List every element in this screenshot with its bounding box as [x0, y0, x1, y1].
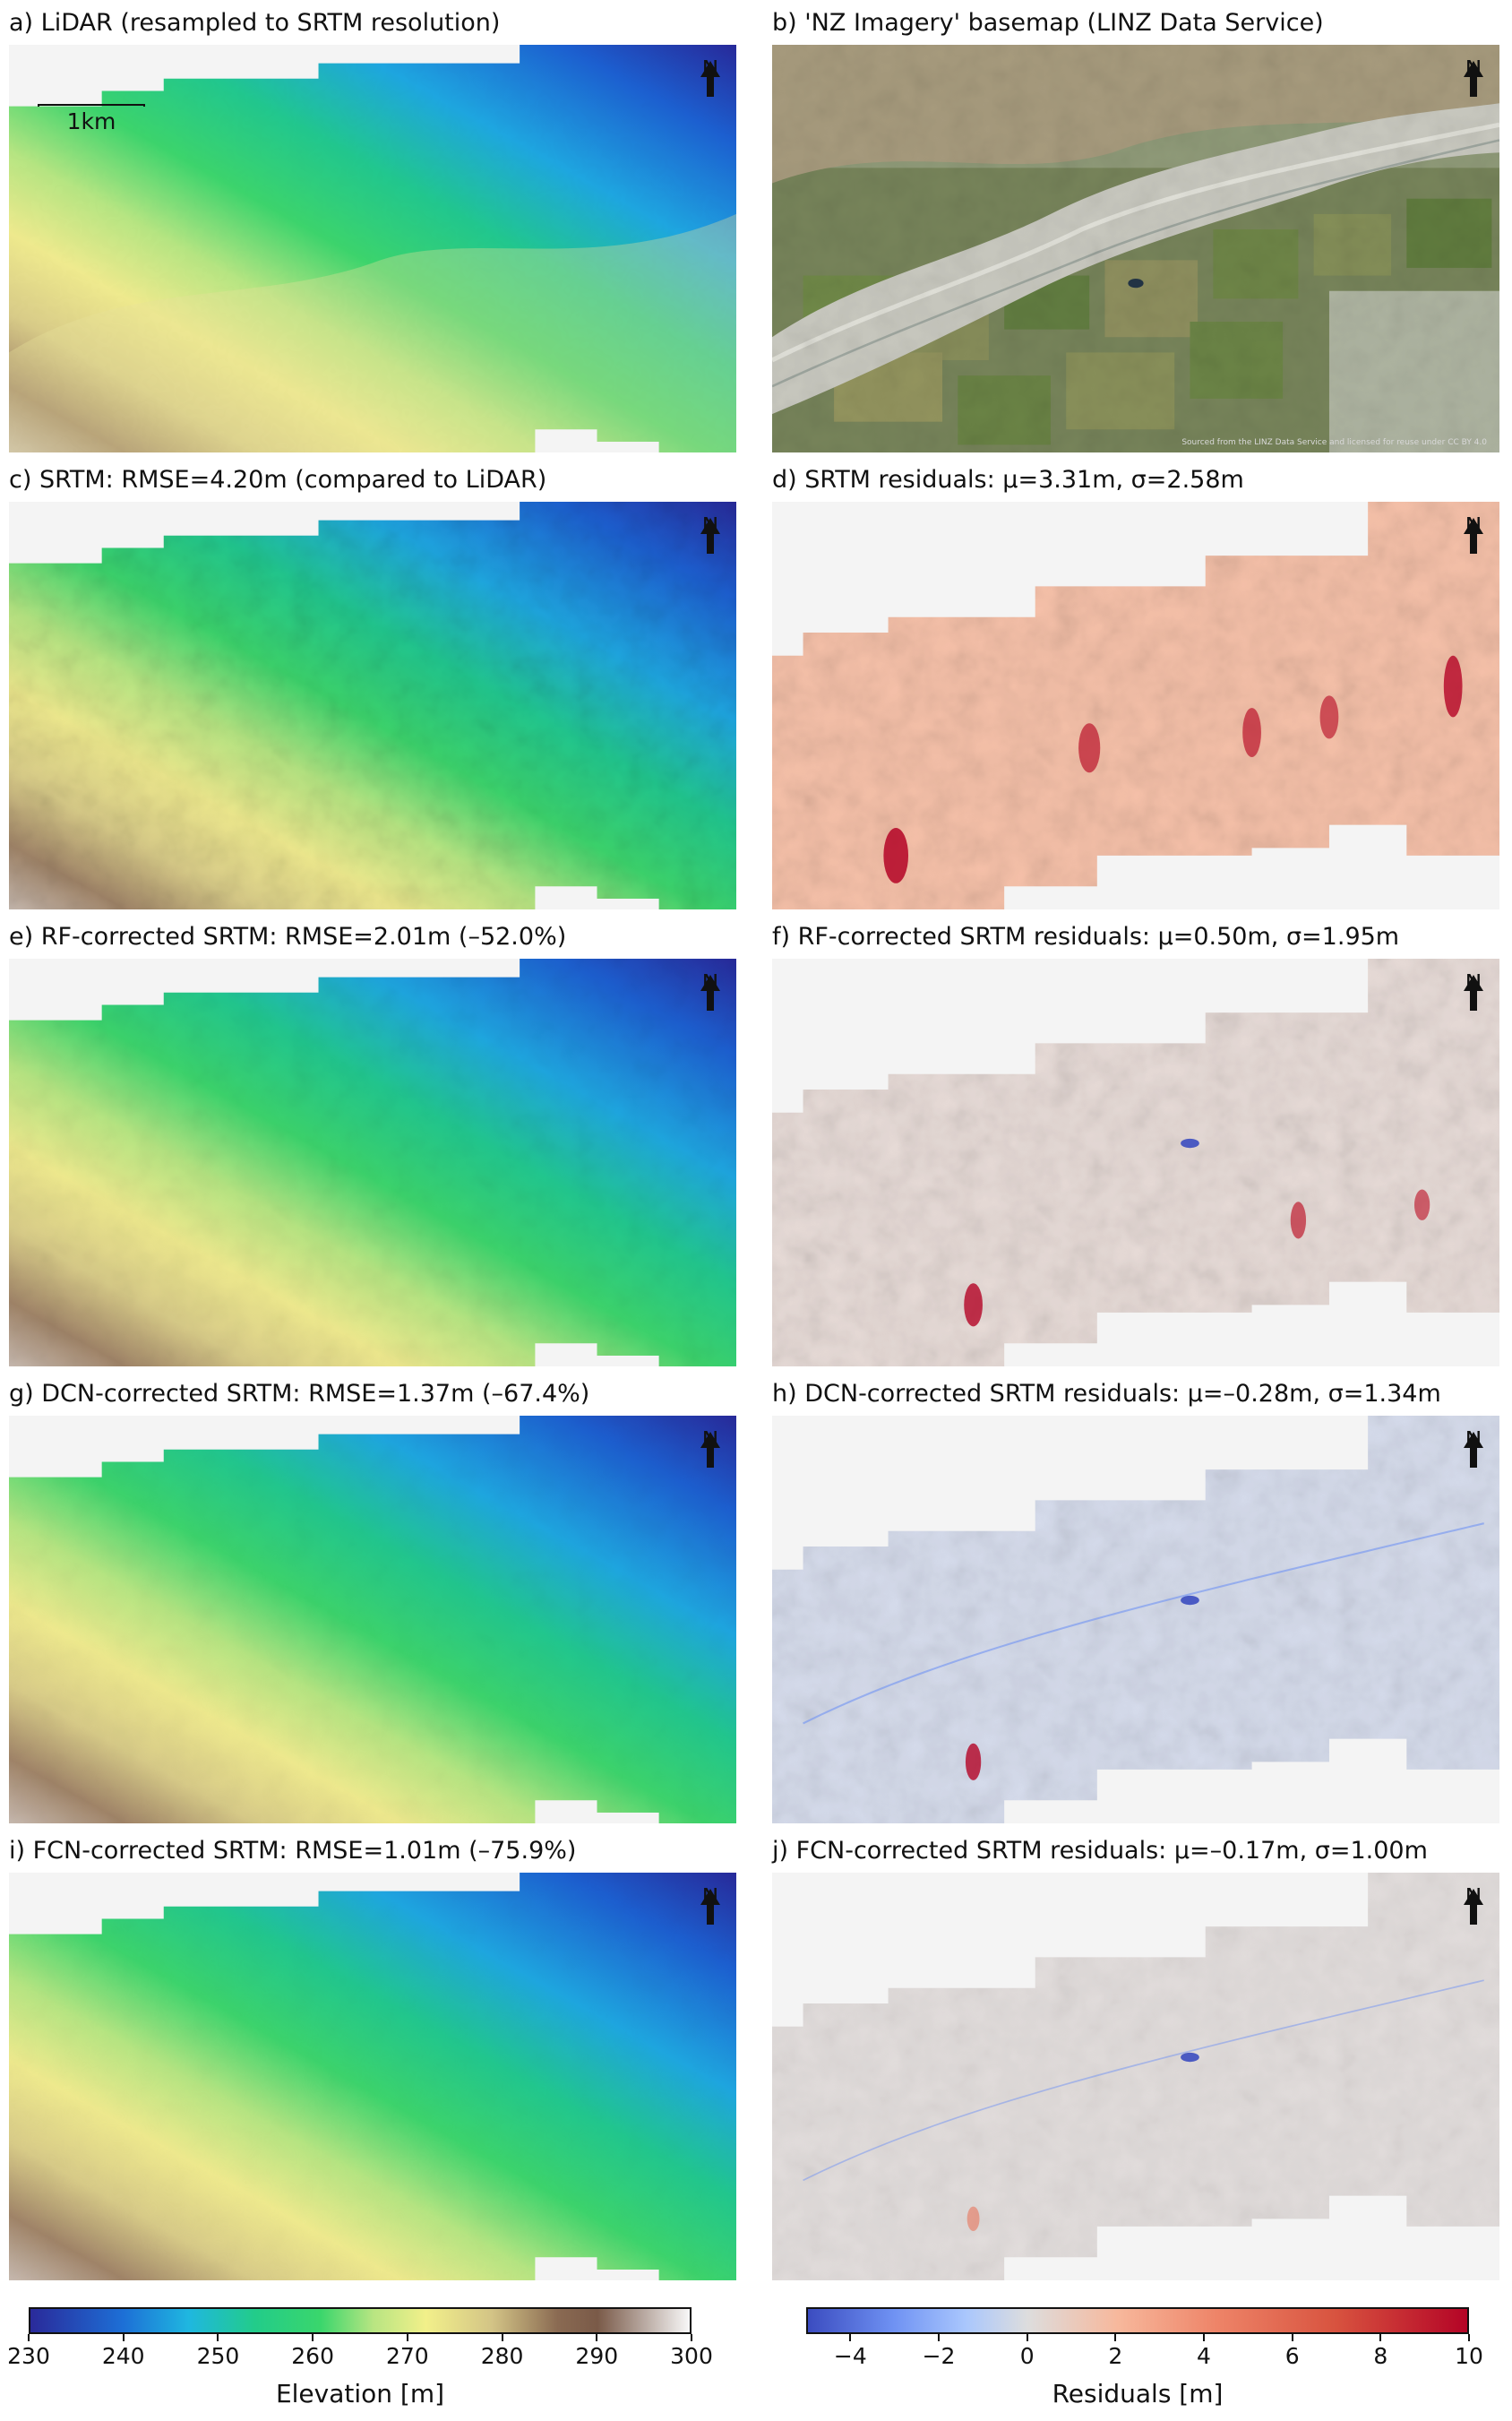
map-panel-j: N: [772, 1873, 1499, 2280]
elevation-tick-label: 240: [101, 2343, 145, 2369]
elevation-tick-label: 250: [196, 2343, 240, 2369]
residuals-tick-mark: [1468, 2334, 1470, 2341]
elevation-tick-label: 280: [480, 2343, 524, 2369]
residuals-tick-mark: [849, 2334, 852, 2341]
north-arrow: N: [1460, 514, 1487, 579]
north-arrow: N: [697, 1428, 724, 1493]
imagery-basemap: [772, 45, 1499, 452]
elevation-map: [9, 45, 736, 452]
residual-map: [772, 959, 1499, 1366]
panel-title-d: d) SRTM residuals: μ=3.31m, σ=2.58m: [772, 466, 1244, 494]
residuals-tick-label: 10: [1455, 2343, 1483, 2369]
elevation-colorbar-label: Elevation [m]: [275, 2379, 445, 2408]
elevation-tick-mark: [217, 2334, 219, 2341]
residuals-tick-label: −2: [922, 2343, 956, 2369]
panel-title-e: e) RF-corrected SRTM: RMSE=2.01m (–52.0%…: [9, 923, 567, 951]
elevation-tick-label: 260: [291, 2343, 334, 2369]
elevation-tick-mark: [28, 2334, 30, 2341]
north-arrow-icon: [1464, 975, 1483, 1011]
north-arrow-icon: [1464, 1889, 1483, 1925]
elevation-map: [9, 959, 736, 1366]
elevation-map: [9, 502, 736, 909]
north-arrow: N: [1460, 1885, 1487, 1950]
map-panel-f: N: [772, 959, 1499, 1366]
elevation-tick-mark: [122, 2334, 125, 2341]
north-arrow: N: [1460, 1428, 1487, 1493]
elevation-tick-mark: [406, 2334, 408, 2341]
map-panel-h: N: [772, 1416, 1499, 1823]
panel-title-c: c) SRTM: RMSE=4.20m (compared to LiDAR): [9, 466, 547, 494]
north-arrow-icon: [700, 61, 720, 97]
scale-bar: 1km: [38, 104, 145, 134]
elevation-colorbar: [29, 2307, 692, 2334]
elevation-map: [9, 1416, 736, 1823]
residuals-tick-label: 8: [1373, 2343, 1388, 2369]
map-panel-e: N: [9, 959, 736, 1366]
residual-map: [772, 1873, 1499, 2280]
elevation-tick-mark: [501, 2334, 503, 2341]
residual-map: [772, 1416, 1499, 1823]
north-arrow: N: [1460, 57, 1487, 122]
elevation-tick-label: 270: [385, 2343, 429, 2369]
residuals-tick-mark: [1291, 2334, 1293, 2341]
north-arrow-icon: [700, 1889, 720, 1925]
elevation-tick-mark: [312, 2334, 314, 2341]
residuals-tick-mark: [1114, 2334, 1117, 2341]
panel-title-b: b) 'NZ Imagery' basemap (LINZ Data Servi…: [772, 9, 1324, 37]
north-arrow-icon: [700, 518, 720, 554]
map-panel-i: N: [9, 1873, 736, 2280]
residuals-tick-label: 2: [1108, 2343, 1123, 2369]
north-arrow: N: [697, 514, 724, 579]
north-arrow: N: [1460, 971, 1487, 1036]
elevation-tick-mark: [596, 2334, 598, 2341]
residuals-tick-mark: [938, 2334, 940, 2341]
elevation-tick-label: 230: [7, 2343, 50, 2369]
residuals-tick-label: 0: [1019, 2343, 1035, 2369]
panel-title-h: h) DCN-corrected SRTM residuals: μ=–0.28…: [772, 1380, 1441, 1408]
elevation-tick-label: 290: [575, 2343, 619, 2369]
map-panel-c: N: [9, 502, 736, 909]
north-arrow-icon: [1464, 1432, 1483, 1468]
scale-bar-label: 1km: [66, 108, 116, 134]
map-panel-d: N: [772, 502, 1499, 909]
map-panel-g: N: [9, 1416, 736, 1823]
basemap-attribution: Sourced from the LINZ Data Service and l…: [1181, 438, 1487, 447]
residual-map: [772, 502, 1499, 909]
elevation-map: [9, 1873, 736, 2280]
panel-title-j: j) FCN-corrected SRTM residuals: μ=–0.17…: [772, 1837, 1428, 1865]
panel-title-i: i) FCN-corrected SRTM: RMSE=1.01m (–75.9…: [9, 1837, 577, 1865]
elevation-tick-label: 300: [670, 2343, 713, 2369]
panel-title-a: a) LiDAR (resampled to SRTM resolution): [9, 9, 501, 37]
map-panel-a: 1km N: [9, 45, 736, 452]
residuals-colorbar-label: Residuals [m]: [1052, 2379, 1224, 2408]
residuals-tick-mark: [1026, 2334, 1028, 2341]
north-arrow: N: [697, 57, 724, 122]
residuals-tick-mark: [1379, 2334, 1382, 2341]
north-arrow-icon: [700, 975, 720, 1011]
north-arrow: N: [697, 1885, 724, 1950]
residuals-tick-label: 6: [1284, 2343, 1300, 2369]
north-arrow-icon: [1464, 518, 1483, 554]
elevation-tick-mark: [691, 2334, 692, 2341]
north-arrow: N: [697, 971, 724, 1036]
map-panel-b: Sourced from the LINZ Data Service and l…: [772, 45, 1499, 452]
north-arrow-icon: [1464, 61, 1483, 97]
panel-title-g: g) DCN-corrected SRTM: RMSE=1.37m (–67.4…: [9, 1380, 590, 1408]
residuals-tick-label: −4: [833, 2343, 867, 2369]
north-arrow-icon: [700, 1432, 720, 1468]
residuals-colorbar: [806, 2307, 1469, 2334]
residuals-tick-mark: [1203, 2334, 1205, 2341]
panel-title-f: f) RF-corrected SRTM residuals: μ=0.50m,…: [772, 923, 1400, 951]
residuals-tick-label: 4: [1197, 2343, 1211, 2369]
